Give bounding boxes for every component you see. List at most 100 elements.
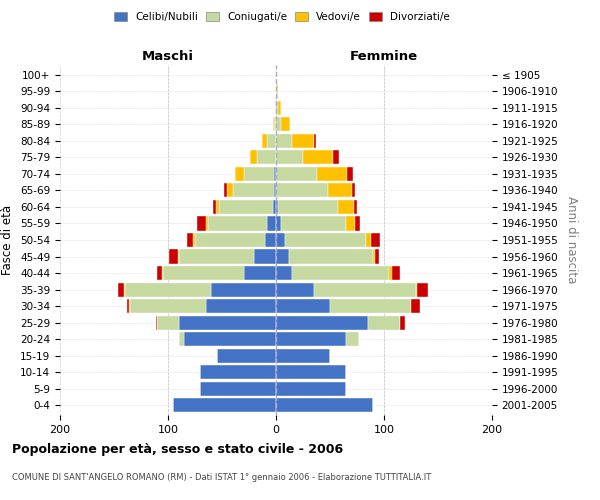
- Bar: [277, 84, 278, 98]
- Bar: [224, 184, 227, 198]
- Bar: [214, 200, 215, 214]
- Bar: [130, 299, 206, 313]
- Bar: [276, 316, 368, 330]
- Bar: [347, 167, 353, 181]
- Bar: [193, 233, 195, 247]
- Bar: [219, 200, 273, 214]
- Bar: [173, 398, 276, 412]
- Bar: [276, 184, 328, 198]
- Bar: [276, 84, 277, 98]
- Bar: [346, 216, 355, 230]
- Bar: [317, 167, 347, 181]
- Bar: [268, 134, 276, 148]
- Bar: [373, 250, 376, 264]
- Bar: [250, 150, 257, 164]
- Bar: [197, 216, 206, 230]
- Y-axis label: Anni di nascita: Anni di nascita: [565, 196, 578, 284]
- Bar: [179, 316, 276, 330]
- Bar: [118, 282, 124, 296]
- Bar: [274, 118, 276, 132]
- Bar: [292, 266, 389, 280]
- Bar: [276, 299, 330, 313]
- Bar: [328, 184, 352, 198]
- Bar: [276, 348, 330, 362]
- Legend: Celibi/Nubili, Coniugati/e, Vedovi/e, Divorziati/e: Celibi/Nubili, Coniugati/e, Vedovi/e, Di…: [110, 8, 454, 26]
- Bar: [179, 332, 184, 346]
- Bar: [125, 282, 211, 296]
- Bar: [400, 316, 404, 330]
- Bar: [273, 200, 276, 214]
- Bar: [376, 250, 379, 264]
- Bar: [257, 150, 276, 164]
- Bar: [265, 233, 276, 247]
- Bar: [354, 200, 357, 214]
- Bar: [217, 348, 276, 362]
- Bar: [179, 250, 254, 264]
- Bar: [235, 167, 244, 181]
- Bar: [200, 365, 276, 379]
- Bar: [254, 250, 276, 264]
- Bar: [284, 233, 365, 247]
- Bar: [416, 282, 418, 296]
- Bar: [262, 134, 268, 148]
- Bar: [276, 250, 289, 264]
- Bar: [268, 216, 276, 230]
- Bar: [276, 266, 292, 280]
- Bar: [418, 282, 428, 296]
- Bar: [129, 299, 130, 313]
- Text: COMUNE DI SANT'ANGELO ROMANO (RM) - Dati ISTAT 1° gennaio 2006 - Elaborazione TU: COMUNE DI SANT'ANGELO ROMANO (RM) - Dati…: [12, 472, 431, 482]
- Bar: [276, 150, 303, 164]
- Bar: [244, 266, 276, 280]
- Bar: [274, 184, 276, 198]
- Bar: [276, 216, 281, 230]
- Bar: [278, 200, 338, 214]
- Bar: [365, 233, 371, 247]
- Bar: [276, 118, 281, 132]
- Bar: [276, 365, 346, 379]
- Bar: [355, 216, 360, 230]
- Bar: [289, 250, 373, 264]
- Bar: [276, 233, 284, 247]
- Bar: [195, 233, 265, 247]
- Text: Femmine: Femmine: [350, 50, 418, 64]
- Bar: [187, 233, 193, 247]
- Bar: [314, 134, 316, 148]
- Bar: [157, 266, 161, 280]
- Bar: [352, 184, 355, 198]
- Bar: [314, 282, 416, 296]
- Bar: [346, 332, 359, 346]
- Bar: [244, 167, 274, 181]
- Bar: [389, 266, 392, 280]
- Text: Maschi: Maschi: [142, 50, 194, 64]
- Bar: [292, 134, 314, 148]
- Text: Popolazione per età, sesso e stato civile - 2006: Popolazione per età, sesso e stato civil…: [12, 442, 343, 456]
- Bar: [333, 150, 338, 164]
- Bar: [124, 282, 125, 296]
- Bar: [227, 184, 233, 198]
- Bar: [330, 299, 411, 313]
- Bar: [276, 101, 278, 115]
- Bar: [276, 200, 278, 214]
- Bar: [275, 101, 276, 115]
- Bar: [178, 250, 179, 264]
- Bar: [368, 316, 400, 330]
- Bar: [276, 167, 317, 181]
- Bar: [276, 282, 314, 296]
- Bar: [157, 316, 179, 330]
- Bar: [281, 216, 346, 230]
- Bar: [211, 282, 276, 296]
- Bar: [392, 266, 400, 280]
- Bar: [276, 332, 346, 346]
- Bar: [163, 266, 244, 280]
- Bar: [371, 233, 380, 247]
- Bar: [206, 216, 208, 230]
- Bar: [274, 167, 276, 181]
- Bar: [161, 266, 163, 280]
- Bar: [338, 200, 354, 214]
- Bar: [169, 250, 178, 264]
- Bar: [208, 216, 268, 230]
- Bar: [411, 299, 419, 313]
- Bar: [200, 382, 276, 396]
- Bar: [281, 118, 290, 132]
- Bar: [303, 150, 333, 164]
